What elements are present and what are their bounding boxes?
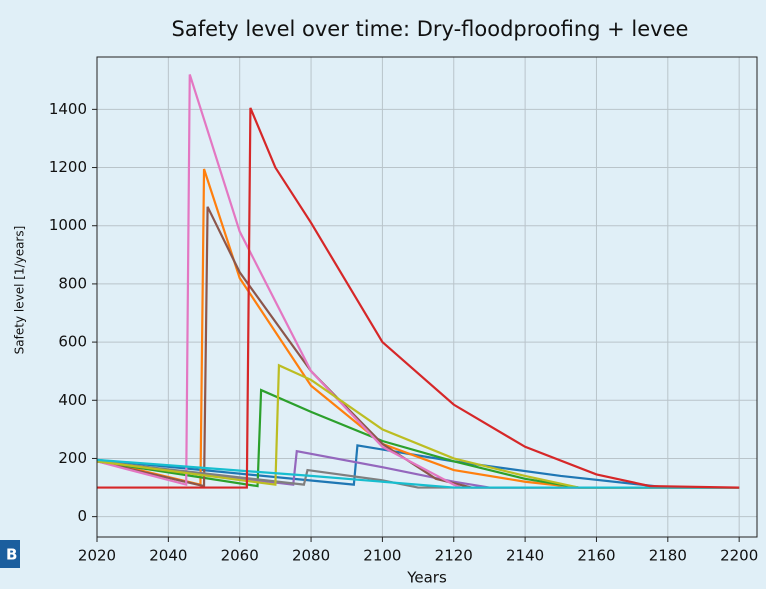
y-tick-label: 1200: [49, 158, 87, 176]
y-tick-label: 0: [77, 507, 87, 525]
chart-title: Safety level over time: Dry-floodproofin…: [172, 17, 689, 41]
x-tick-label: 2040: [149, 547, 187, 565]
series-line: [97, 107, 740, 489]
x-tick-label: 2100: [363, 547, 401, 565]
x-axis-label: Years: [406, 569, 447, 587]
x-tick-label: 2140: [506, 547, 544, 565]
y-axis-label: Safety level [1/years]: [13, 226, 27, 355]
y-tick-label: 400: [58, 391, 87, 409]
x-tick-label: 2180: [649, 547, 687, 565]
series-line: [96, 458, 740, 489]
plot-area: [97, 57, 757, 537]
y-tick-label: 600: [58, 333, 87, 351]
x-tick-label: 2120: [435, 547, 473, 565]
y-tick-label: 1000: [49, 216, 87, 234]
panel-badge: [0, 540, 20, 568]
x-tick-label: 2060: [221, 547, 259, 565]
series-line: [96, 168, 740, 489]
x-tick-label: 2200: [720, 547, 758, 565]
panel-label: B: [6, 546, 17, 564]
series-line: [96, 363, 740, 489]
plot-frame: [96, 56, 758, 538]
y-tick-label: 1400: [49, 100, 87, 118]
x-tick-label: 2020: [78, 547, 116, 565]
x-tick-label: 2160: [577, 547, 615, 565]
y-tick-label: 200: [58, 449, 87, 467]
x-tick-label: 2080: [292, 547, 330, 565]
y-tick-label: 800: [58, 274, 87, 292]
